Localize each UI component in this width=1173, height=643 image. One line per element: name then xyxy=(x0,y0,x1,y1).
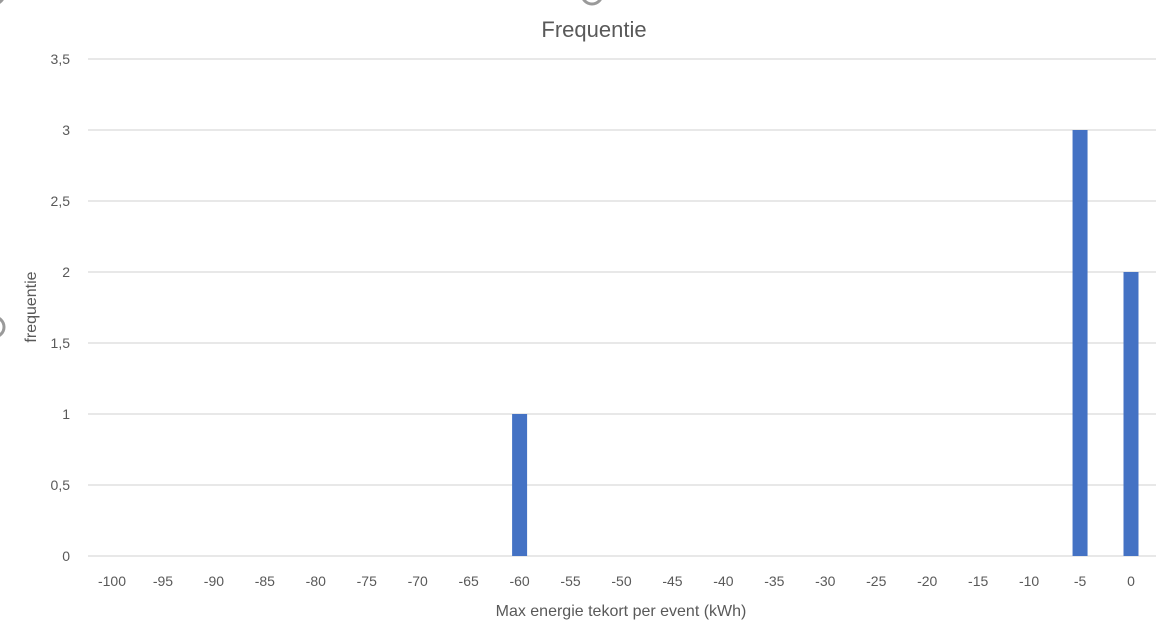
x-tick-label: -5 xyxy=(1074,573,1087,589)
bar[interactable] xyxy=(1072,130,1088,556)
y-tick-label: 1 xyxy=(62,406,70,422)
x-tick-label: -90 xyxy=(204,573,224,589)
x-tick-label: -40 xyxy=(713,573,733,589)
x-tick-label: -30 xyxy=(815,573,835,589)
x-tick-label: -25 xyxy=(866,573,886,589)
x-tick-label: -100 xyxy=(98,573,126,589)
x-tick-label: -75 xyxy=(357,573,377,589)
x-tick-label: -45 xyxy=(662,573,682,589)
y-axis-title[interactable]: frequentie xyxy=(23,271,40,342)
x-tick-label: -15 xyxy=(968,573,988,589)
x-tick-label: -35 xyxy=(764,573,784,589)
selection-handle-left[interactable] xyxy=(0,317,6,337)
selection-handle-top[interactable] xyxy=(582,0,602,6)
x-tick-label: 0 xyxy=(1127,573,1135,589)
y-tick-label: 3,5 xyxy=(51,51,71,67)
y-tick-label: 3 xyxy=(62,122,70,138)
gridlines xyxy=(88,58,1156,557)
x-tick-label: -10 xyxy=(1019,573,1039,589)
x-tick-label: -70 xyxy=(408,573,428,589)
y-tick-label: 2,5 xyxy=(51,193,71,209)
x-tick-label: -55 xyxy=(560,573,580,589)
chart-title[interactable]: Frequentie xyxy=(541,17,646,42)
y-tick-label: 0,5 xyxy=(51,477,71,493)
y-axis-tick-labels: 0 0,5 1 1,5 2 2,5 3 3,5 xyxy=(51,51,71,564)
x-tick-label: -65 xyxy=(459,573,479,589)
selection-handle-top-left[interactable] xyxy=(0,0,4,4)
bars xyxy=(512,130,1139,556)
x-tick-label: -50 xyxy=(611,573,631,589)
bar[interactable] xyxy=(1123,272,1139,556)
x-axis-tick-labels: -100 -95 -90 -85 -80 -75 -70 -65 -60 -55 -50 -45 -40… xyxy=(98,573,1135,589)
y-tick-label: 1,5 xyxy=(51,335,71,351)
y-tick-label: 0 xyxy=(62,548,70,564)
bar[interactable] xyxy=(512,414,528,556)
x-tick-label: -20 xyxy=(917,573,937,589)
x-tick-label: -80 xyxy=(306,573,326,589)
x-tick-label: -95 xyxy=(153,573,173,589)
x-tick-label: -60 xyxy=(509,573,529,589)
x-tick-label: -85 xyxy=(255,573,275,589)
y-tick-label: 2 xyxy=(62,264,70,280)
x-axis-title[interactable]: Max energie tekort per event (kWh) xyxy=(496,603,747,620)
